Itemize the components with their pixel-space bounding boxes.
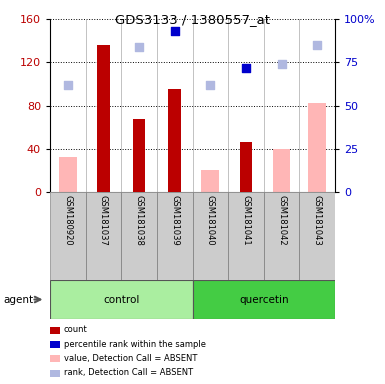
- Text: agent: agent: [4, 295, 34, 305]
- Point: [278, 61, 285, 67]
- Text: GDS3133 / 1380557_at: GDS3133 / 1380557_at: [115, 13, 270, 26]
- Text: GSM181037: GSM181037: [99, 195, 108, 245]
- Bar: [201, 170, 219, 192]
- Text: count: count: [64, 325, 87, 334]
- Bar: [264, 192, 300, 280]
- Bar: [192, 280, 335, 319]
- Bar: [169, 89, 181, 192]
- Bar: [59, 157, 77, 192]
- Text: GSM181043: GSM181043: [313, 195, 321, 245]
- Text: control: control: [103, 295, 139, 305]
- Point: [207, 82, 213, 88]
- Text: GSM181038: GSM181038: [135, 195, 144, 245]
- Bar: [50, 280, 192, 319]
- Point: [100, 2, 107, 8]
- Text: GSM180920: GSM180920: [64, 195, 72, 245]
- Bar: [240, 142, 252, 192]
- Text: GSM181040: GSM181040: [206, 195, 215, 245]
- Bar: [300, 192, 335, 280]
- Bar: [97, 45, 110, 192]
- Point: [243, 65, 249, 71]
- Bar: [85, 192, 121, 280]
- Text: GSM181042: GSM181042: [277, 195, 286, 245]
- Text: percentile rank within the sample: percentile rank within the sample: [64, 340, 206, 349]
- Bar: [308, 103, 326, 192]
- Bar: [273, 149, 290, 192]
- Text: GSM181041: GSM181041: [241, 195, 250, 245]
- Bar: [192, 192, 228, 280]
- Text: quercetin: quercetin: [239, 295, 288, 305]
- Point: [65, 82, 71, 88]
- Point: [314, 42, 320, 48]
- Point: [136, 44, 142, 50]
- Point: [172, 28, 178, 35]
- Text: value, Detection Call = ABSENT: value, Detection Call = ABSENT: [64, 354, 197, 363]
- Bar: [157, 192, 192, 280]
- Bar: [121, 192, 157, 280]
- Bar: [50, 192, 85, 280]
- Text: GSM181039: GSM181039: [170, 195, 179, 245]
- Bar: [133, 119, 145, 192]
- Bar: [228, 192, 264, 280]
- Text: rank, Detection Call = ABSENT: rank, Detection Call = ABSENT: [64, 369, 192, 377]
